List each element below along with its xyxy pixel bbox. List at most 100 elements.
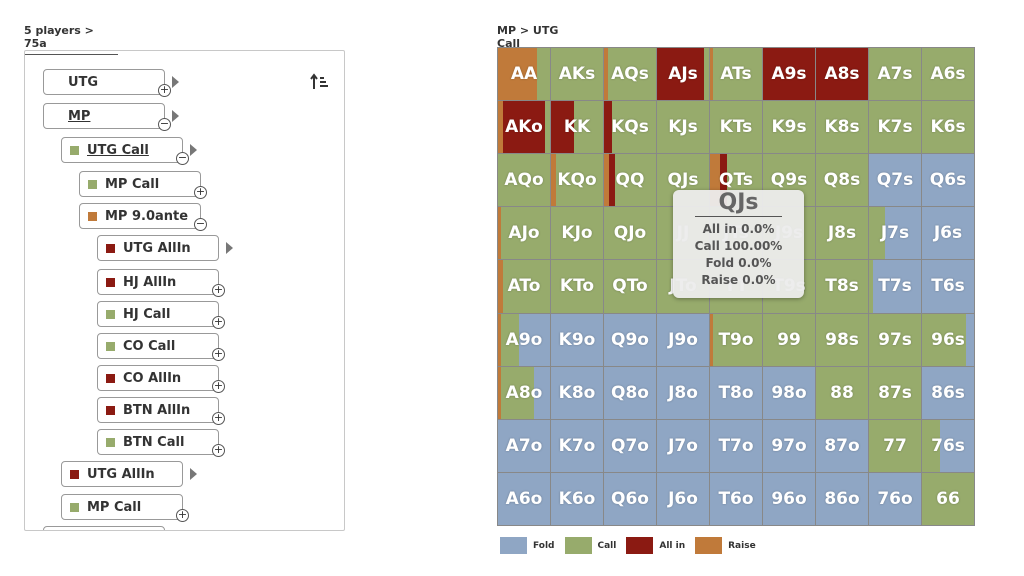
hand-cell[interactable]: J8s: [816, 207, 868, 260]
hand-cell[interactable]: 97o: [763, 419, 815, 472]
tree-node[interactable]: HJ AllIn: [97, 269, 219, 295]
expand-icon[interactable]: +: [212, 283, 225, 297]
hand-cell[interactable]: KJo: [551, 207, 603, 260]
hand-cell[interactable]: K8o: [551, 366, 603, 419]
tree-node[interactable]: UTG AllIn: [97, 235, 219, 261]
collapse-icon[interactable]: −: [158, 117, 171, 131]
hand-cell[interactable]: QJo: [604, 207, 656, 260]
tree-node[interactable]: MP Call: [79, 171, 201, 197]
expand-arrow-icon[interactable]: [172, 76, 179, 88]
expand-icon[interactable]: +: [176, 508, 189, 522]
hand-cell[interactable]: K7s: [869, 101, 921, 154]
hand-cell[interactable]: KJs: [657, 101, 709, 154]
hand-cell[interactable]: ATs: [710, 48, 762, 101]
hand-cell[interactable]: J6s: [922, 207, 974, 260]
hand-cell[interactable]: K6s: [922, 101, 974, 154]
expand-icon[interactable]: +: [212, 443, 225, 457]
tree-node[interactable]: CO AllIn: [97, 365, 219, 391]
hand-cell[interactable]: 97s: [869, 313, 921, 366]
tree-node[interactable]: BTN AllIn: [97, 397, 219, 423]
expand-icon[interactable]: +: [212, 347, 225, 361]
tree-node[interactable]: BTN Call: [97, 429, 219, 455]
hand-cell[interactable]: J7o: [657, 419, 709, 472]
hand-cell[interactable]: A9s: [763, 48, 815, 101]
hand-cell[interactable]: Q6o: [604, 472, 656, 525]
hand-cell[interactable]: A8s: [816, 48, 868, 101]
hand-cell[interactable]: AKs: [551, 48, 603, 101]
expand-arrow-icon[interactable]: [226, 242, 233, 254]
hand-cell[interactable]: 66: [922, 472, 974, 525]
tree-node[interactable]: UTG Call: [61, 137, 183, 163]
hand-cell[interactable]: Q6s: [922, 154, 974, 207]
hand-cell[interactable]: T8s: [816, 260, 868, 313]
expand-arrow-icon[interactable]: [190, 468, 197, 480]
hand-cell[interactable]: T7s: [869, 260, 921, 313]
hand-cell[interactable]: KK: [551, 101, 603, 154]
hand-cell[interactable]: 86o: [816, 472, 868, 525]
breadcrumb-left[interactable]: 5 players > 75a: [24, 24, 118, 55]
hand-cell[interactable]: J7s: [869, 207, 921, 260]
hand-cell[interactable]: QTo: [604, 260, 656, 313]
hand-cell[interactable]: K7o: [551, 419, 603, 472]
hand-cell[interactable]: KTs: [710, 101, 762, 154]
hand-cell[interactable]: 96s: [922, 313, 974, 366]
hand-cell[interactable]: AQo: [498, 154, 550, 207]
hand-cell[interactable]: Q8o: [604, 366, 656, 419]
hand-cell[interactable]: A7o: [498, 419, 550, 472]
tree-node[interactable]: UTG: [43, 69, 165, 95]
tree-node[interactable]: UTG AllIn: [61, 461, 183, 487]
sort-ascending-icon[interactable]: [309, 73, 329, 91]
hand-cell[interactable]: J6o: [657, 472, 709, 525]
hand-cell[interactable]: A8o: [498, 366, 550, 419]
hand-cell[interactable]: Q8s: [816, 154, 868, 207]
hand-cell[interactable]: KQo: [551, 154, 603, 207]
expand-icon[interactable]: +: [212, 315, 225, 329]
hand-cell[interactable]: 98o: [763, 366, 815, 419]
expand-icon[interactable]: +: [158, 83, 171, 97]
expand-icon[interactable]: +: [212, 411, 225, 425]
tree-node[interactable]: MP Call: [61, 494, 183, 520]
hand-cell[interactable]: A6s: [922, 48, 974, 101]
hand-cell[interactable]: KQs: [604, 101, 656, 154]
hand-cell[interactable]: 88: [816, 366, 868, 419]
tree-node[interactable]: CO Call: [97, 333, 219, 359]
collapse-icon[interactable]: −: [194, 217, 207, 231]
tree-node[interactable]: [43, 526, 165, 530]
hand-cell[interactable]: AQs: [604, 48, 656, 101]
expand-arrow-icon[interactable]: [172, 110, 179, 122]
hand-cell[interactable]: QQ: [604, 154, 656, 207]
hand-cell[interactable]: AA: [498, 48, 550, 101]
hand-cell[interactable]: AKo: [498, 101, 550, 154]
hand-cell[interactable]: 99: [763, 313, 815, 366]
hand-cell[interactable]: 77: [869, 419, 921, 472]
hand-cell[interactable]: T6o: [710, 472, 762, 525]
hand-cell[interactable]: 76o: [869, 472, 921, 525]
hand-cell[interactable]: AJo: [498, 207, 550, 260]
hand-cell[interactable]: J9o: [657, 313, 709, 366]
hand-cell[interactable]: A9o: [498, 313, 550, 366]
hand-cell[interactable]: Q9o: [604, 313, 656, 366]
hand-cell[interactable]: A6o: [498, 472, 550, 525]
hand-cell[interactable]: K6o: [551, 472, 603, 525]
expand-icon[interactable]: +: [194, 185, 207, 199]
expand-icon[interactable]: +: [212, 379, 225, 393]
hand-cell[interactable]: 87o: [816, 419, 868, 472]
expand-arrow-icon[interactable]: [190, 144, 197, 156]
hand-cell[interactable]: 86s: [922, 366, 974, 419]
hand-cell[interactable]: 98s: [816, 313, 868, 366]
hand-cell[interactable]: 96o: [763, 472, 815, 525]
hand-cell[interactable]: T9o: [710, 313, 762, 366]
hand-cell[interactable]: K9o: [551, 313, 603, 366]
tree-node[interactable]: MP: [43, 103, 165, 129]
collapse-icon[interactable]: −: [176, 151, 189, 165]
hand-cell[interactable]: 87s: [869, 366, 921, 419]
hand-cell[interactable]: J8o: [657, 366, 709, 419]
hand-cell[interactable]: ATo: [498, 260, 550, 313]
hand-cell[interactable]: K8s: [816, 101, 868, 154]
hand-cell[interactable]: Q7s: [869, 154, 921, 207]
hand-cell[interactable]: T8o: [710, 366, 762, 419]
hand-cell[interactable]: A7s: [869, 48, 921, 101]
tree-node[interactable]: MP 9.0ante: [79, 203, 201, 229]
hand-cell[interactable]: K9s: [763, 101, 815, 154]
hand-cell[interactable]: Q7o: [604, 419, 656, 472]
